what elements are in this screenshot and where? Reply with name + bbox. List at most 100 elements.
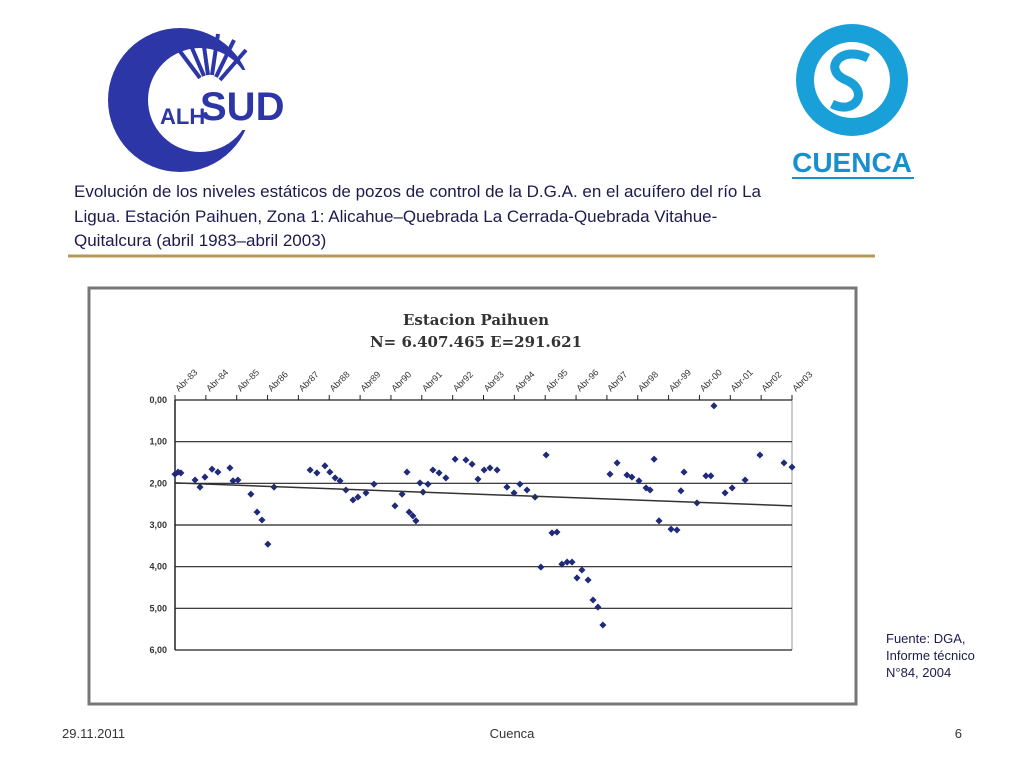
point [523, 486, 531, 494]
footer-center: Cuenca [490, 726, 536, 741]
point [486, 464, 494, 472]
point [306, 466, 314, 474]
point [584, 576, 592, 584]
y-tick-label: 2,00 [149, 478, 167, 488]
logo-cuenca: CUENCA [792, 24, 914, 179]
point [226, 464, 234, 472]
logo-text: SUD [200, 85, 284, 129]
y-tick-label: 3,00 [149, 520, 167, 530]
slide-title: Ligua. Estación Paihuen, Zona 1: Alicahu… [74, 207, 717, 226]
point [409, 512, 417, 520]
source: Informe técnico [886, 648, 975, 663]
logo-text: CUENCA [792, 147, 912, 178]
point [594, 603, 602, 611]
point [391, 502, 399, 510]
trend-line [174, 482, 793, 507]
point [707, 472, 715, 480]
point [474, 475, 482, 483]
point [424, 480, 432, 488]
point [568, 558, 576, 566]
point [264, 540, 272, 548]
logo-alhsud: ALH SUD [108, 28, 284, 172]
point [728, 484, 736, 492]
point [702, 472, 710, 480]
source: N°84, 2004 [886, 665, 951, 680]
point [646, 486, 654, 494]
point [247, 490, 255, 498]
point [177, 469, 185, 477]
point [451, 455, 459, 463]
slide-title: Quitalcura (abril 1983–abril 2003) [74, 231, 326, 250]
point [537, 563, 545, 571]
point [531, 493, 539, 501]
slide-title: Evolución de los niveles estáticos de po… [74, 182, 762, 201]
point [635, 477, 643, 485]
point [258, 516, 266, 524]
logo-text: ALH [160, 104, 205, 129]
point [677, 487, 685, 495]
point [336, 477, 344, 485]
y-tick-label: 1,00 [149, 437, 167, 447]
point [650, 455, 658, 463]
point [435, 469, 443, 477]
point [349, 496, 357, 504]
page-number: 6 [955, 726, 962, 741]
point [589, 596, 597, 604]
point [468, 460, 476, 468]
point [756, 451, 764, 459]
point [412, 517, 420, 525]
point [234, 476, 242, 484]
point [208, 465, 216, 473]
chart-title: Estacion Paihuen [403, 311, 549, 329]
point [442, 474, 450, 482]
chart-subtitle: N= 6.407.465 E=291.621 [370, 333, 582, 351]
point [788, 463, 796, 471]
point [214, 468, 222, 476]
point [655, 517, 663, 525]
point [673, 526, 681, 534]
point [229, 477, 237, 485]
point [613, 459, 621, 467]
point [403, 468, 411, 476]
y-tick-label: 5,00 [149, 603, 167, 613]
point [493, 466, 501, 474]
point [253, 508, 261, 516]
point [606, 470, 614, 478]
point [553, 528, 561, 536]
point [196, 483, 204, 491]
point [558, 560, 566, 568]
point [370, 480, 378, 488]
point [573, 574, 581, 582]
point [201, 473, 209, 481]
point [398, 490, 406, 498]
point [721, 489, 729, 497]
point [503, 483, 511, 491]
point [405, 508, 413, 516]
chart-frame [87, 286, 858, 706]
y-tick-label: 4,00 [149, 562, 167, 572]
point [516, 480, 524, 488]
footer-date: 29.11.2011 [62, 726, 125, 741]
point [510, 489, 518, 497]
point [416, 479, 424, 487]
y-tick-label: 0,00 [149, 395, 167, 405]
point [542, 451, 550, 459]
point [578, 566, 586, 574]
point [667, 525, 675, 533]
point [326, 468, 334, 476]
point [599, 621, 607, 629]
point [354, 493, 362, 501]
point [331, 474, 339, 482]
point [313, 469, 321, 477]
point [480, 466, 488, 474]
point [548, 529, 556, 537]
point [191, 476, 199, 484]
point [628, 473, 636, 481]
point [362, 489, 370, 497]
point [780, 459, 788, 467]
source: Fuente: DGA, [886, 631, 965, 646]
point [429, 466, 437, 474]
y-tick-label: 6,00 [149, 645, 167, 655]
point [680, 468, 688, 476]
